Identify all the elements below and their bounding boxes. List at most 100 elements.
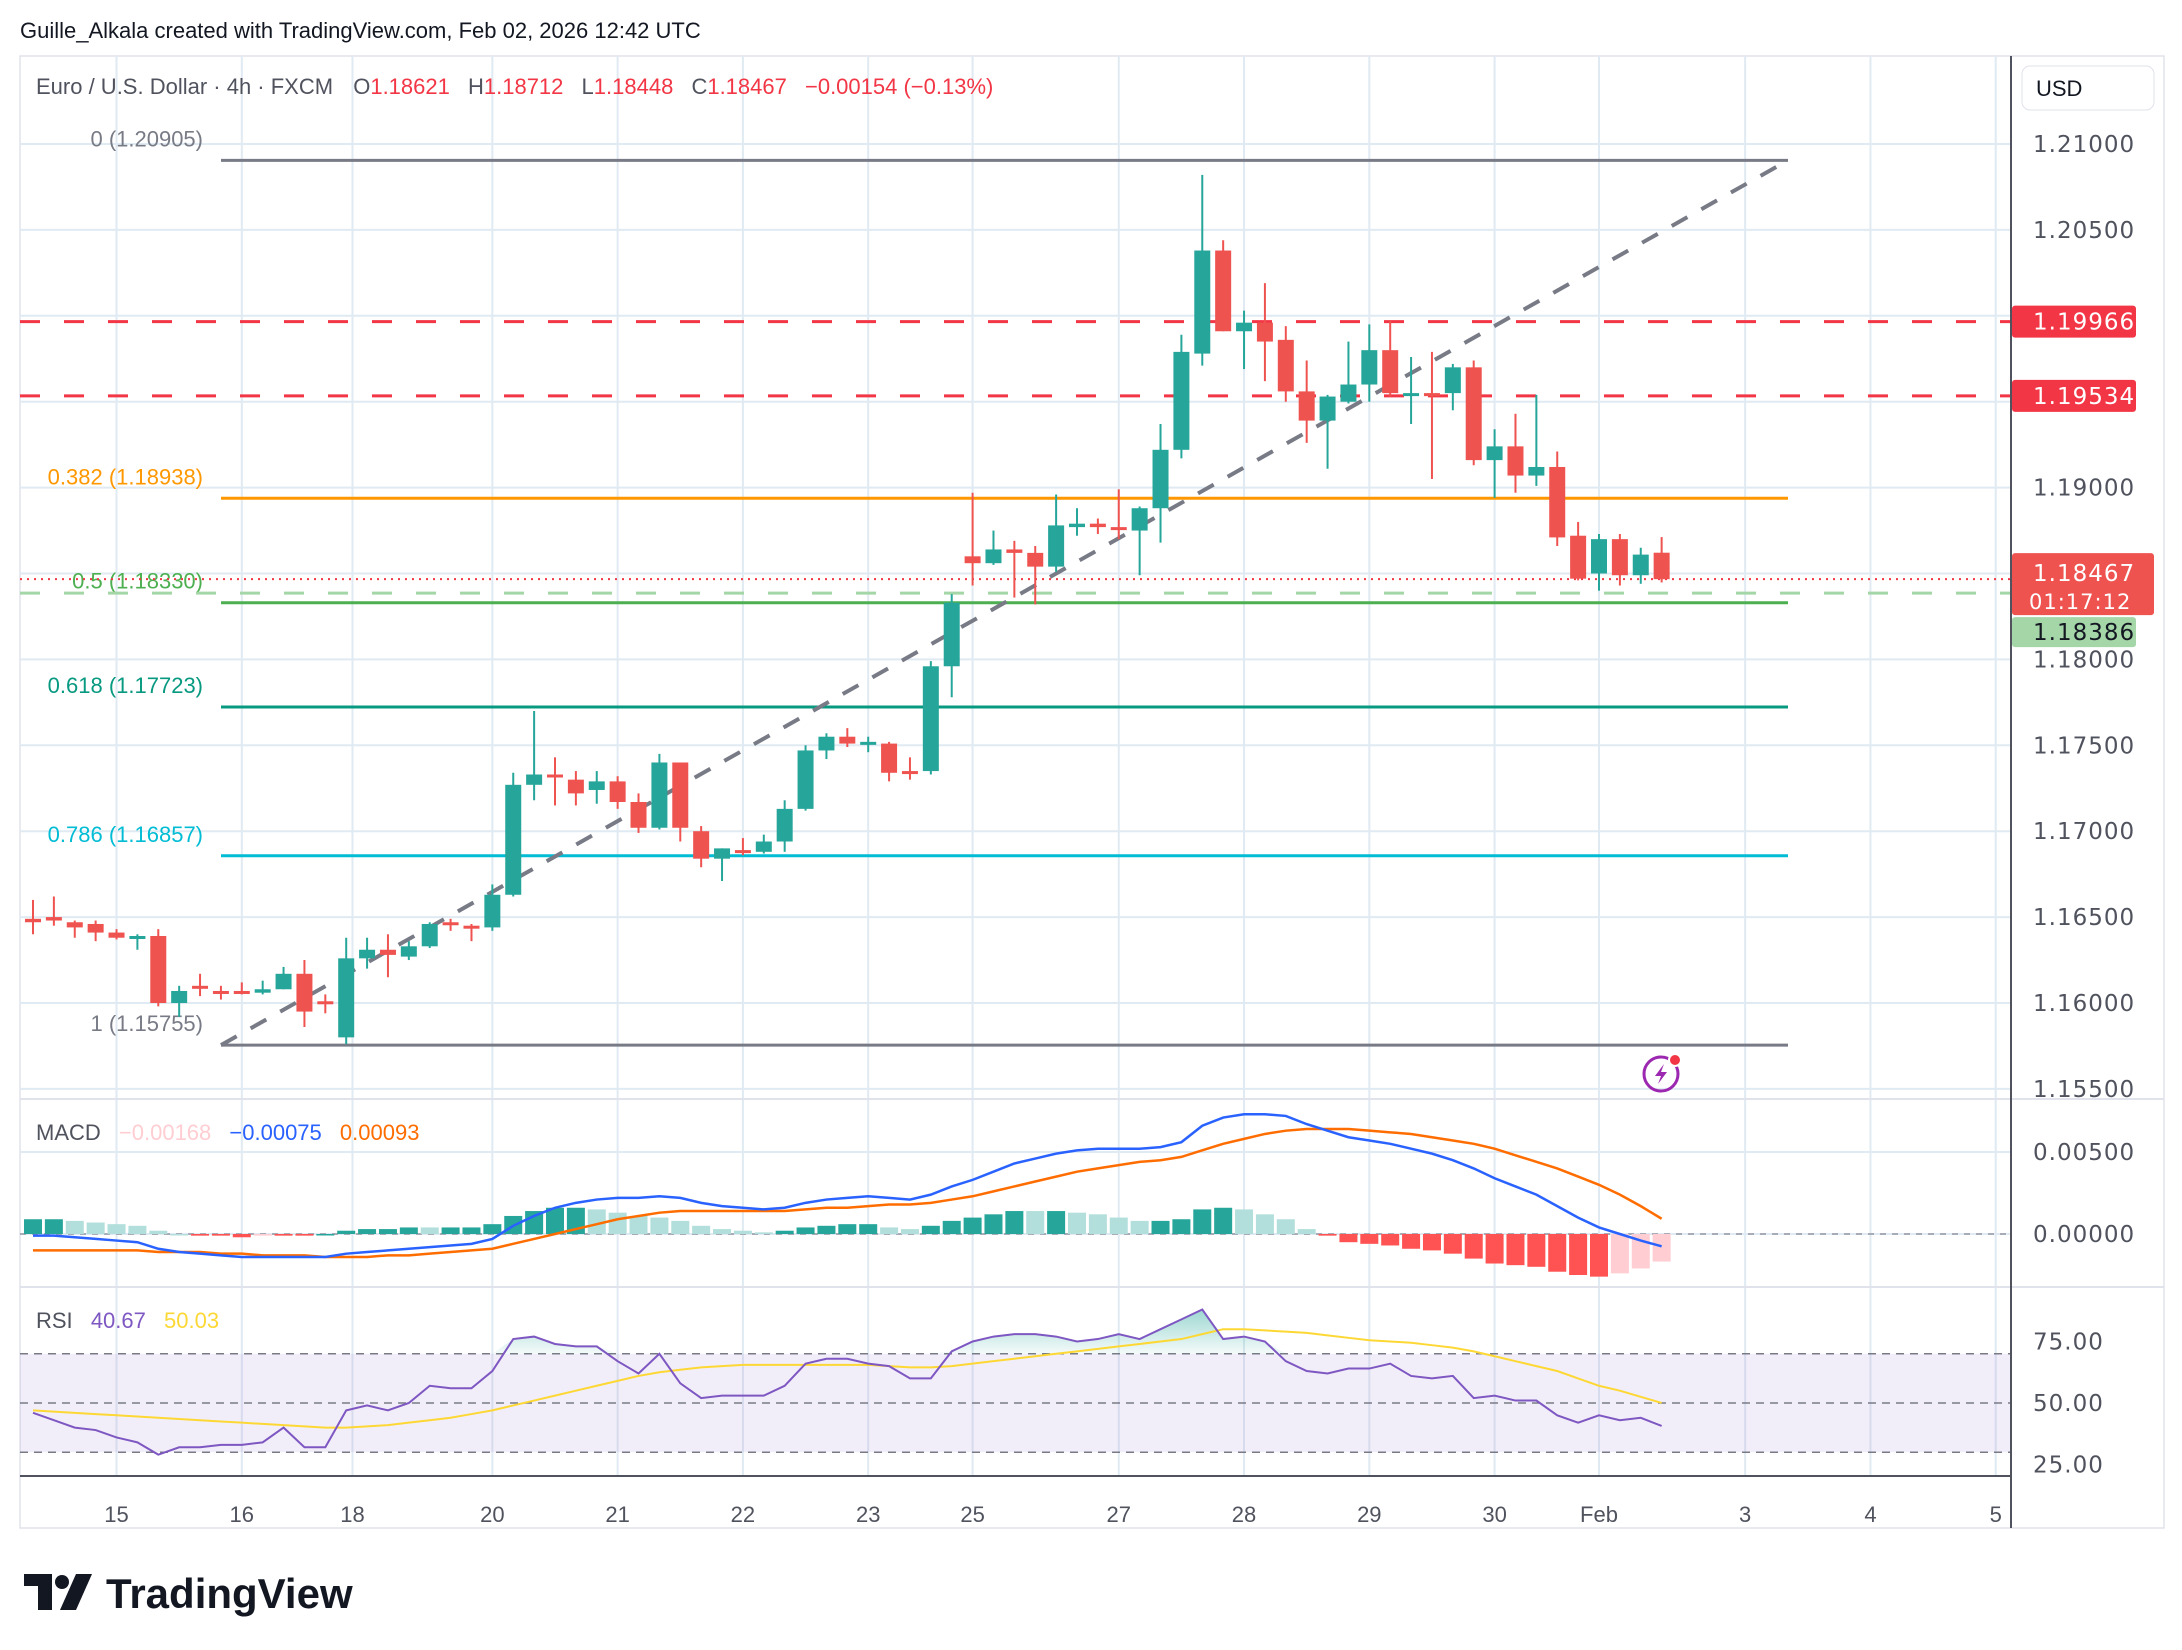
time-label: 23 bbox=[856, 1502, 880, 1527]
time-label: 18 bbox=[340, 1502, 364, 1527]
candle bbox=[943, 594, 960, 698]
macd-histogram-bar bbox=[984, 1214, 1003, 1234]
candle-body bbox=[1403, 393, 1420, 397]
time-label: 5 bbox=[1990, 1502, 2002, 1527]
axis-labels: 15 16 18 20 21 22 23 25 27 28 29 30 Feb 3 4 5 1.21000 1.2… bbox=[104, 132, 2135, 1527]
candle-body bbox=[1361, 350, 1378, 385]
time-label: 25 bbox=[960, 1502, 984, 1527]
tradingview-logo: TradingView bbox=[24, 1570, 353, 1617]
chart-frame bbox=[19, 55, 2165, 1529]
macd-line bbox=[33, 1113, 1662, 1259]
candle-body bbox=[1006, 549, 1023, 553]
candle bbox=[901, 757, 918, 780]
macd-histogram-bar bbox=[1443, 1234, 1462, 1254]
macd-histogram-bar bbox=[1464, 1234, 1483, 1259]
candle-body bbox=[526, 774, 543, 785]
candle-body bbox=[1507, 446, 1524, 476]
candle bbox=[1256, 283, 1273, 382]
symbol-legend[interactable]: Euro / U.S. Dollar · 4h · FXCM O1.18621 … bbox=[36, 74, 993, 99]
rsi-ma-value: 50.03 bbox=[164, 1308, 219, 1333]
candle bbox=[212, 985, 229, 1000]
macd-hist-value: −0.00168 bbox=[119, 1120, 211, 1145]
candle-body bbox=[776, 808, 793, 842]
fib-level-label: 0.5 (1.18330) bbox=[72, 569, 203, 594]
rsi-legend[interactable]: RSI 40.67 50.03 bbox=[36, 1308, 219, 1333]
candle bbox=[693, 826, 710, 868]
candle-body bbox=[985, 549, 1002, 564]
macd-histogram-bar bbox=[1109, 1217, 1128, 1234]
grid bbox=[20, 56, 2011, 1476]
price-tick-label: 1.20500 bbox=[2033, 218, 2135, 244]
candle bbox=[1611, 533, 1628, 586]
candle bbox=[588, 771, 605, 804]
macd-histogram-bar bbox=[1485, 1234, 1504, 1264]
time-axis[interactable] bbox=[20, 1477, 2011, 1528]
candle-body bbox=[901, 771, 918, 775]
candle-body bbox=[1298, 391, 1315, 421]
candle bbox=[1069, 508, 1085, 536]
macd-histogram-bar bbox=[1130, 1220, 1149, 1234]
time-label: 27 bbox=[1107, 1502, 1131, 1527]
rsi-pane bbox=[20, 1308, 2011, 1456]
candle-body bbox=[1611, 539, 1628, 576]
time-label: Feb bbox=[1580, 1502, 1618, 1527]
macd-histogram-bar bbox=[692, 1225, 711, 1234]
candle bbox=[567, 771, 584, 806]
last-price-label: 1.18467 bbox=[2033, 561, 2135, 587]
candle bbox=[108, 929, 125, 940]
candle-body bbox=[1194, 250, 1211, 354]
fib-trend-line bbox=[220, 158, 1789, 1047]
reference-price-label: 1.18386 bbox=[2033, 620, 2135, 646]
candle-body bbox=[463, 925, 480, 929]
time-label: 4 bbox=[1864, 1502, 1876, 1527]
fib-level-label: 1 (1.15755) bbox=[90, 1011, 203, 1036]
macd-histogram-bar bbox=[671, 1220, 690, 1234]
candle-body bbox=[150, 935, 167, 1003]
candle bbox=[45, 896, 62, 926]
candle bbox=[1444, 363, 1461, 411]
candle-body bbox=[1444, 367, 1461, 394]
currency-label[interactable]: USD bbox=[2036, 76, 2082, 101]
candle bbox=[1507, 413, 1524, 493]
candle-body bbox=[212, 990, 229, 994]
price-badges: 1.19966 1.19534 1.18467 01:17:12 1.18386 bbox=[2012, 305, 2154, 648]
candle bbox=[1110, 489, 1127, 540]
candle-body bbox=[609, 781, 626, 802]
macd-histogram-bar bbox=[1047, 1211, 1066, 1234]
macd-signal-line bbox=[33, 1127, 1663, 1259]
candle bbox=[672, 762, 689, 842]
candle-body bbox=[338, 958, 355, 1038]
macd-histogram-bar bbox=[399, 1227, 418, 1234]
candle-body bbox=[1632, 554, 1649, 576]
candle-body bbox=[317, 1001, 334, 1005]
alert-price-label: 1.19966 bbox=[2033, 310, 2135, 336]
candle-body bbox=[964, 556, 981, 564]
rsi-ma-line bbox=[32, 1328, 1662, 1429]
macd-histogram-bar bbox=[1402, 1234, 1421, 1249]
candle bbox=[1277, 326, 1294, 402]
candle bbox=[1570, 521, 1587, 581]
symbol-name[interactable]: Euro / U.S. Dollar · 4h · FXCM bbox=[36, 74, 333, 99]
open-value: 1.18621 bbox=[370, 74, 450, 99]
price-tick-label: 1.17000 bbox=[2033, 819, 2135, 845]
macd-histogram-bar bbox=[107, 1224, 126, 1234]
fib-level-label: 0.786 (1.16857) bbox=[48, 822, 203, 847]
candle-body bbox=[1319, 396, 1336, 421]
macd-histogram-bar bbox=[1068, 1212, 1086, 1234]
macd-histogram-bar bbox=[608, 1212, 627, 1234]
candle-body bbox=[651, 762, 668, 828]
candle bbox=[1006, 540, 1023, 598]
currency-button[interactable]: USD bbox=[2021, 65, 2155, 111]
candle bbox=[1632, 547, 1649, 584]
time-label: 29 bbox=[1357, 1502, 1381, 1527]
macd-legend[interactable]: MACD −0.00168 −0.00075 0.00093 bbox=[36, 1120, 419, 1145]
lightning-icon[interactable] bbox=[1642, 1053, 1682, 1093]
candle bbox=[922, 661, 939, 775]
rsi-overbought-fill bbox=[33, 1309, 1662, 1354]
macd-histogram-bar bbox=[1318, 1234, 1337, 1236]
macd-histogram-bar bbox=[295, 1234, 314, 1236]
price-axis[interactable] bbox=[2012, 56, 2164, 1476]
candle-body bbox=[1256, 322, 1273, 342]
macd-histogram-bar bbox=[1235, 1209, 1254, 1234]
candle bbox=[1298, 360, 1315, 443]
